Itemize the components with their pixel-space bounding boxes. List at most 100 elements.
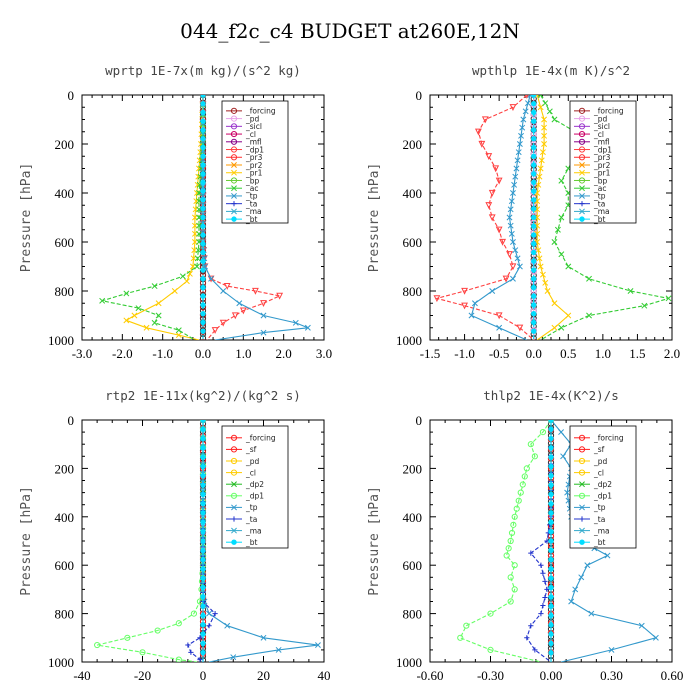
series-marker bbox=[139, 649, 146, 656]
series-marker bbox=[171, 288, 178, 294]
legend-label: _dp1 bbox=[593, 145, 612, 154]
series-marker bbox=[548, 547, 554, 554]
legend-label: _tp bbox=[593, 192, 606, 201]
series-marker bbox=[219, 319, 227, 327]
series-marker bbox=[200, 188, 206, 194]
series-marker bbox=[539, 429, 547, 436]
series-marker bbox=[193, 198, 200, 205]
series-marker bbox=[586, 275, 592, 282]
series-marker bbox=[200, 556, 206, 563]
legend-marker bbox=[230, 130, 238, 138]
x-tick-label: 40 bbox=[318, 668, 331, 683]
legend-marker bbox=[230, 154, 238, 161]
series-marker bbox=[519, 481, 526, 488]
series-marker bbox=[538, 611, 544, 617]
series-marker bbox=[548, 463, 554, 470]
series-marker bbox=[489, 288, 496, 294]
x-tick-label: 0 bbox=[200, 668, 207, 683]
series-marker bbox=[524, 635, 530, 641]
series-marker bbox=[505, 545, 512, 552]
series-marker bbox=[588, 610, 595, 617]
series-marker bbox=[175, 656, 182, 662]
series-marker bbox=[474, 128, 482, 136]
series-marker bbox=[531, 284, 537, 291]
series-marker bbox=[546, 108, 553, 115]
legend-label: _pd bbox=[593, 457, 608, 466]
legend-marker bbox=[230, 123, 238, 130]
series-marker bbox=[511, 181, 518, 188]
legend-marker bbox=[579, 481, 585, 488]
legend-label: _sicl bbox=[593, 122, 610, 131]
series-marker bbox=[548, 435, 554, 442]
series-marker bbox=[200, 197, 206, 203]
series-marker bbox=[200, 179, 206, 186]
legend-label: _ta bbox=[593, 199, 605, 208]
series-marker bbox=[531, 453, 538, 460]
series-marker bbox=[521, 473, 528, 480]
x-tick-label: -1.5 bbox=[420, 346, 441, 361]
series-marker bbox=[538, 562, 544, 568]
series-marker bbox=[608, 646, 615, 653]
y-tick-label: 200 bbox=[55, 137, 75, 152]
series-marker bbox=[200, 640, 206, 647]
series-marker bbox=[548, 482, 554, 488]
series-marker bbox=[524, 100, 531, 107]
series-marker bbox=[488, 189, 496, 197]
series-line bbox=[434, 95, 535, 340]
x-tick-label: 1.0 bbox=[595, 346, 611, 361]
series-marker bbox=[200, 584, 206, 591]
legend-label: _sicl bbox=[245, 122, 262, 131]
series-marker bbox=[200, 435, 206, 442]
y-tick-label: 400 bbox=[55, 510, 75, 525]
x-tick-label: 1.5 bbox=[629, 346, 645, 361]
y-tick-label: 600 bbox=[403, 235, 423, 250]
series-marker bbox=[502, 275, 510, 283]
y-tick-label: 400 bbox=[403, 510, 423, 525]
series-marker bbox=[230, 654, 237, 661]
series-marker bbox=[528, 623, 534, 629]
series-marker bbox=[523, 465, 530, 472]
series-marker bbox=[548, 528, 554, 535]
series-marker bbox=[510, 190, 516, 196]
y-tick-label: 1000 bbox=[48, 333, 74, 348]
x-tick-label: -0.30 bbox=[477, 668, 504, 683]
series-marker bbox=[531, 276, 537, 282]
series-bt bbox=[548, 420, 554, 662]
series-marker bbox=[200, 284, 206, 291]
series-marker bbox=[548, 603, 554, 609]
series-marker bbox=[206, 610, 213, 617]
x-tick-label: -20 bbox=[134, 668, 151, 683]
series-marker bbox=[558, 177, 565, 184]
series-marker bbox=[200, 206, 206, 212]
series-marker bbox=[548, 556, 554, 563]
series-line bbox=[125, 95, 204, 340]
series-marker bbox=[461, 302, 468, 310]
legend-label: _forcing bbox=[245, 107, 276, 116]
series-marker bbox=[211, 327, 219, 334]
series-marker bbox=[548, 426, 554, 433]
series-marker bbox=[200, 267, 206, 273]
series-marker bbox=[531, 206, 537, 212]
legend-box bbox=[569, 425, 637, 549]
series-marker bbox=[531, 127, 537, 133]
series-marker bbox=[586, 312, 592, 319]
legend-label: _dp1 bbox=[245, 145, 264, 154]
legend-label: _pd bbox=[593, 114, 608, 123]
series-marker bbox=[492, 165, 500, 173]
series-marker bbox=[200, 328, 206, 334]
legend-label: _cl bbox=[245, 468, 256, 477]
legend-label: _ac bbox=[245, 184, 258, 193]
series-marker bbox=[558, 251, 565, 258]
series-marker bbox=[507, 574, 514, 581]
legend-marker bbox=[230, 138, 238, 145]
series-marker bbox=[548, 501, 554, 507]
series-marker bbox=[527, 441, 534, 448]
series-marker bbox=[193, 263, 200, 270]
series-marker bbox=[516, 263, 523, 270]
series-marker bbox=[196, 214, 202, 221]
series-marker bbox=[200, 127, 206, 133]
series-marker bbox=[197, 656, 203, 662]
series-marker bbox=[515, 497, 522, 504]
x-tick-label: 0.5 bbox=[560, 346, 576, 361]
series-marker bbox=[276, 292, 284, 300]
